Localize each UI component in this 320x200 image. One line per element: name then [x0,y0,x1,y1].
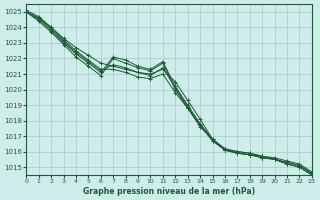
X-axis label: Graphe pression niveau de la mer (hPa): Graphe pression niveau de la mer (hPa) [83,187,255,196]
